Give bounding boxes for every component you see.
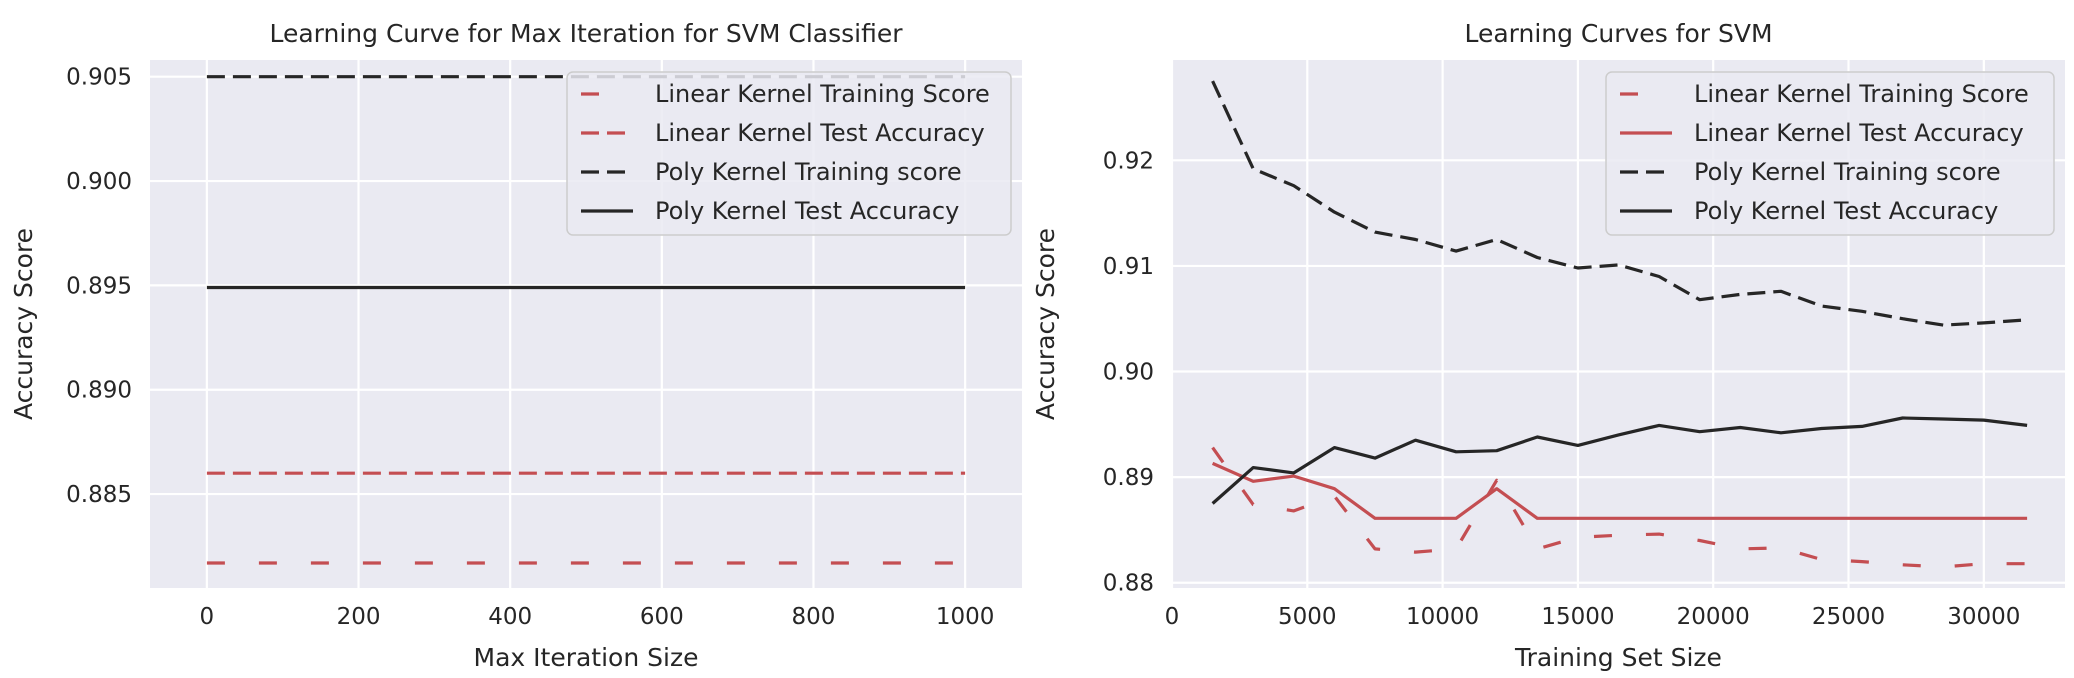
y-tick-label: 0.89 [1103,465,1154,491]
x-tick-label: 0 [1165,604,1180,630]
legend-label: Linear Kernel Training Score [1694,80,2029,108]
legend-label: Linear Kernel Test Accuracy [655,119,985,147]
y-tick-label: 0.895 [66,273,132,299]
legend-label: Poly Kernel Training score [1694,158,2001,186]
x-tick-label: 15000 [1541,604,1614,630]
y-tick-label: 0.900 [66,169,132,195]
series-line-linear-kernel-test-accuracy [1211,461,2028,520]
x-tick-label: 5000 [1278,604,1337,630]
x-tick-label: 600 [640,604,684,630]
chart-learning-curves-svm: 0 5000 10000 15000 20000 25000 30000 0.88 0.89 0.… [1031,19,2065,672]
y-tick-label: 0.90 [1103,360,1154,386]
x-tick-label: 800 [792,604,836,630]
legend-label: Poly Kernel Test Accuracy [655,197,959,225]
legend-frame [566,71,1012,236]
chart-title: Learning Curve for Max Iteration for SVM… [269,19,903,48]
x-tick-label: 30000 [1947,604,2020,630]
legend: Linear Kernel Training Score Linear Kerne… [566,71,1012,236]
x-axis-label: Max Iteration Size [474,643,699,672]
legend-label: Poly Kernel Training score [655,158,962,186]
chart-learning-curve-max-iteration: 0 200 400 600 800 1000 0.885 0.890 0.895 0.900 0.9… [9,19,1022,672]
legend-label: Linear Kernel Training Score [655,80,990,108]
y-tick-label: 0.885 [66,482,132,508]
x-tick-label: 20000 [1677,604,1750,630]
legend-label: Poly Kernel Test Accuracy [1694,197,1998,225]
series-line-poly-kernel-test-accuracy [1211,416,2028,505]
legend-frame [1605,71,2055,236]
y-tick-label: 0.91 [1103,254,1154,280]
legend-label: Linear Kernel Test Accuracy [1694,119,2024,147]
y-tick-label: 0.92 [1103,148,1154,174]
y-tick-label: 0.905 [66,65,132,91]
y-tick-label: 0.890 [66,378,132,404]
x-tick-label: 1000 [936,604,995,630]
x-axis-label: Training Set Size [1514,643,1722,672]
series-line-poly-kernel-training-score [1211,80,2028,327]
chart-title: Learning Curves for SVM [1464,19,1772,48]
y-tick-label: 0.88 [1103,571,1154,597]
y-axis-label: Accuracy Score [1031,228,1060,420]
x-tick-label: 400 [488,604,532,630]
x-tick-label: 10000 [1406,604,1479,630]
legend: Linear Kernel Training Score Linear Kerne… [1605,71,2055,236]
x-tick-label: 200 [337,604,381,630]
x-tick-label: 0 [200,604,215,630]
x-tick-label: 25000 [1812,604,1885,630]
y-axis-label: Accuracy Score [9,228,38,420]
